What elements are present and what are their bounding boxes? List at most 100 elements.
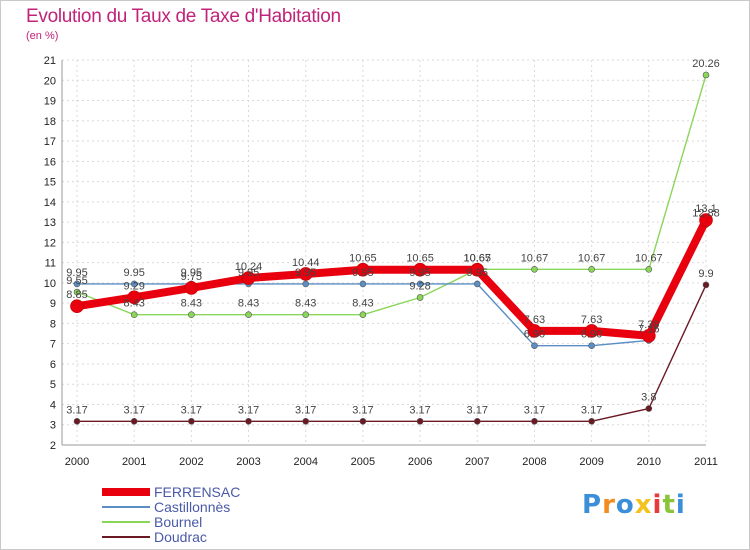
data-point <box>588 417 595 425</box>
data-point <box>241 271 256 285</box>
data-label: 10.67 <box>521 252 549 264</box>
x-tick-label: 2006 <box>408 456 432 468</box>
y-tick-label: 9 <box>50 298 56 310</box>
data-point <box>127 290 141 305</box>
data-label: 3.17 <box>123 404 144 416</box>
data-point <box>645 405 653 412</box>
x-tick-label: 2008 <box>522 456 546 468</box>
data-point <box>473 280 481 288</box>
data-label: 10.65 <box>464 253 492 265</box>
series-line-bournel <box>76 74 707 316</box>
data-point <box>645 266 653 273</box>
series-line-castillonnès <box>76 223 707 347</box>
data-point <box>699 213 713 227</box>
data-label: 10.65 <box>406 253 434 265</box>
data-label: 9.95 <box>181 267 202 279</box>
x-tick-label: 2011 <box>694 456 718 468</box>
legend-entry: Bournel <box>154 514 202 530</box>
data-label: 3.17 <box>238 404 259 416</box>
data-label: 3.17 <box>524 404 545 416</box>
data-label: 9.28 <box>409 280 430 292</box>
logo-letter: o <box>615 490 635 520</box>
data-point <box>416 294 424 301</box>
data-point <box>298 267 313 281</box>
y-tick-label: 10 <box>44 278 56 290</box>
data-point <box>184 281 199 295</box>
data-point <box>302 280 310 288</box>
y-tick-label: 21 <box>44 55 56 67</box>
data-point <box>70 299 84 313</box>
data-label: 3.8 <box>641 392 656 404</box>
data-label: 9.95 <box>123 267 144 279</box>
data-label: 10.67 <box>578 252 606 264</box>
x-tick-label: 2009 <box>579 456 603 468</box>
data-point <box>531 266 538 273</box>
data-label: 10.65 <box>349 253 377 265</box>
data-label: 7.39 <box>638 319 659 331</box>
data-label: 8.43 <box>238 298 259 310</box>
data-point <box>356 262 370 277</box>
data-point <box>416 280 424 288</box>
data-label: 9.95 <box>467 267 488 279</box>
data-label: 9.29 <box>123 280 144 292</box>
logo-letter: r <box>602 490 616 520</box>
x-tick-label: 2001 <box>122 456 146 468</box>
data-point <box>73 417 81 425</box>
data-point <box>642 328 656 343</box>
logo-letter: P <box>582 490 603 520</box>
plot-area <box>62 60 706 445</box>
data-point <box>702 71 710 79</box>
data-point <box>702 281 710 289</box>
data-label: 13.1 <box>695 203 716 215</box>
data-label: 10.44 <box>292 257 320 269</box>
y-tick-label: 18 <box>44 116 56 128</box>
x-tick-label: 2003 <box>236 456 260 468</box>
y-tick-label: 20 <box>44 75 56 87</box>
series-line-ferrensac <box>73 216 710 340</box>
x-tick-label: 2004 <box>293 456 317 468</box>
x-tick-label: 2007 <box>465 456 489 468</box>
data-point <box>130 417 138 425</box>
data-label: 9.95 <box>238 267 259 279</box>
data-label: 9.95 <box>409 267 430 279</box>
y-tick-label: 12 <box>44 237 56 249</box>
data-point <box>245 311 252 319</box>
data-point <box>416 417 424 425</box>
data-point <box>359 417 367 425</box>
data-label: 3.17 <box>467 404 488 416</box>
x-tick-label: 2005 <box>351 456 375 468</box>
data-label: 7.63 <box>524 314 545 326</box>
y-tick-label: 16 <box>44 156 56 168</box>
legend-entry: Castillonnès <box>154 499 230 515</box>
data-label: 3.17 <box>66 404 87 416</box>
x-tick-label: 2010 <box>637 456 661 468</box>
data-label: 8.43 <box>352 298 373 310</box>
y-tick-label: 11 <box>45 258 56 270</box>
data-label: 8.43 <box>181 298 202 310</box>
data-label: 9.95 <box>295 267 316 279</box>
y-tick-label: 5 <box>50 379 56 391</box>
data-label: 3.17 <box>295 404 316 416</box>
y-tick-label: 7 <box>50 339 56 351</box>
y-tick-label: 3 <box>50 420 56 432</box>
data-point <box>302 311 310 319</box>
data-point <box>73 288 81 296</box>
data-label: 9.9 <box>698 268 713 280</box>
data-point <box>527 324 542 338</box>
x-tick-label: 2000 <box>65 456 89 468</box>
y-tick-label: 14 <box>44 197 56 209</box>
logo-letter: i <box>675 490 686 520</box>
y-tick-label: 8 <box>50 318 56 330</box>
data-label: 3.17 <box>181 404 202 416</box>
data-point <box>245 417 252 425</box>
y-tick-label: 19 <box>44 96 56 108</box>
logo-letter: t <box>662 490 676 520</box>
data-label: 12.88 <box>692 208 720 220</box>
data-label: 8.43 <box>295 298 316 310</box>
data-label: 9.95 <box>352 267 373 279</box>
data-point <box>531 417 538 425</box>
y-tick-label: 13 <box>44 217 56 229</box>
data-point <box>588 266 595 273</box>
data-point <box>302 417 310 425</box>
data-label: 9.75 <box>181 271 202 283</box>
